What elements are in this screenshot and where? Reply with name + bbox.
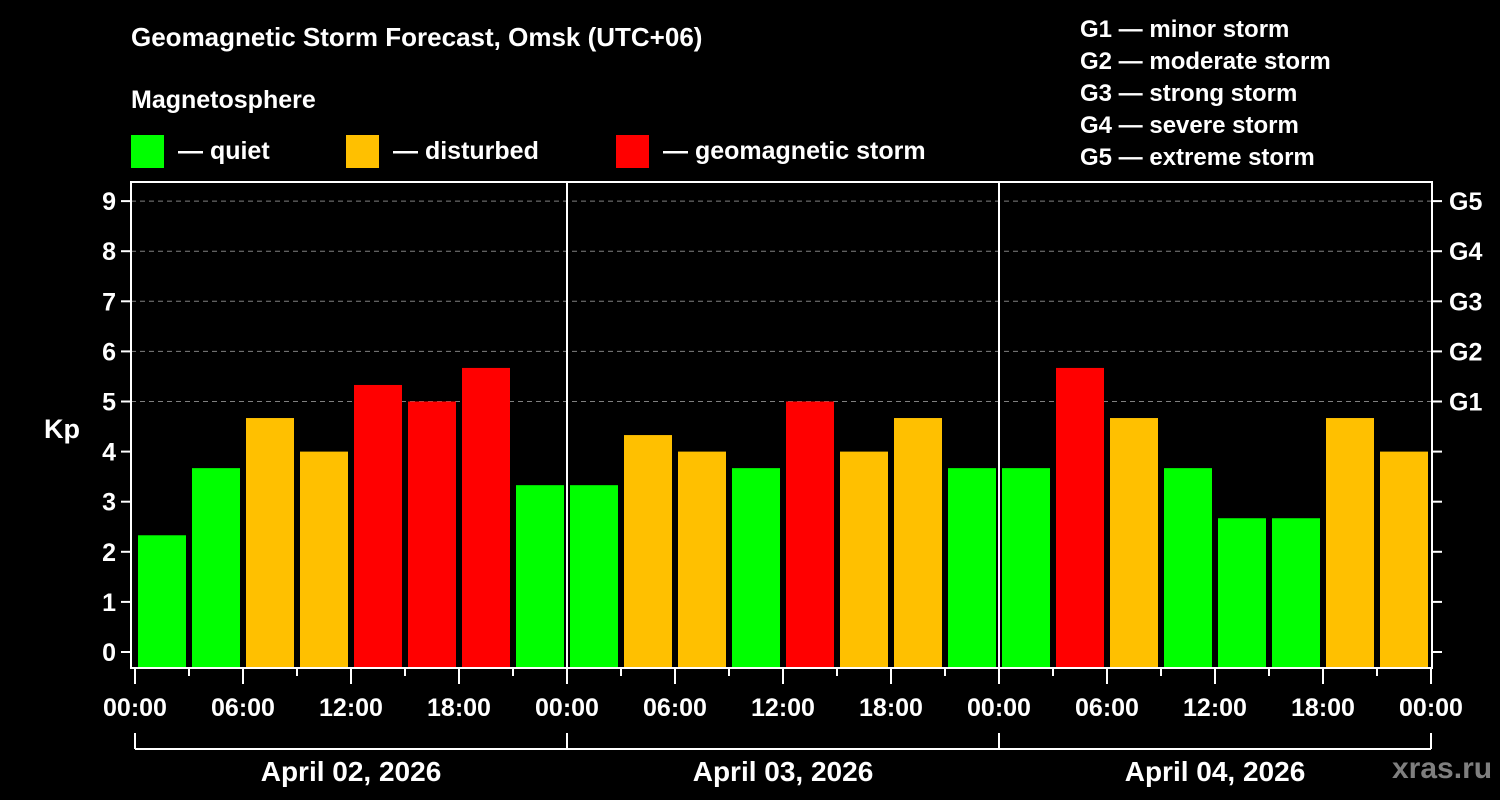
bars [138, 367, 1428, 668]
bar-quiet [1218, 518, 1266, 668]
g-scale-item: G2 — moderate storm [1080, 48, 1331, 75]
day-label: April 02, 2026 [261, 756, 442, 787]
bar-disturbed [300, 451, 348, 668]
x-tick-label: 06:00 [211, 694, 275, 722]
swatch-storm [616, 134, 649, 168]
y-tick-label: 8 [102, 238, 116, 266]
x-tick-label: 06:00 [643, 694, 707, 722]
y-tick-label: 2 [102, 539, 116, 567]
bar-disturbed [894, 418, 942, 668]
chart-title: Geomagnetic Storm Forecast, Omsk (UTC+06… [131, 22, 703, 52]
y-tick-label: 3 [102, 489, 116, 517]
legend-item-quiet: — quiet [131, 134, 270, 168]
bar-disturbed [1380, 451, 1428, 668]
y-tick-label: 6 [102, 338, 116, 366]
plot-frame [130, 181, 1433, 669]
y-tick-label: 5 [102, 389, 116, 417]
x-tick-label: 12:00 [319, 694, 383, 722]
g-scale-item: G4 — severe storm [1080, 112, 1299, 139]
x-tick-label: 18:00 [427, 694, 491, 722]
x-tick-label: 00:00 [103, 694, 167, 722]
bar-quiet [138, 535, 186, 668]
g-scale-item: G5 — extreme storm [1080, 144, 1315, 171]
bar-quiet [948, 468, 996, 668]
bar-quiet [1002, 468, 1050, 668]
bar-disturbed [246, 418, 294, 668]
x-tick-label: 06:00 [1075, 694, 1139, 722]
g-level-label: G2 [1449, 338, 1482, 366]
bar-quiet [732, 468, 780, 668]
legend-item-storm: — geomagnetic storm [616, 134, 926, 168]
bar-disturbed [840, 451, 888, 668]
legend-item-disturbed: — disturbed [346, 134, 539, 168]
g-scale-item: G1 — minor storm [1080, 16, 1290, 43]
y-tick-label: 9 [102, 188, 116, 216]
x-tick-label: 18:00 [1291, 694, 1355, 722]
bar-disturbed [1110, 418, 1158, 668]
bar-quiet [1164, 468, 1212, 668]
bar-storm [1056, 367, 1104, 668]
axes: 0 1 2 3 4 5 6 7 8 9 G1 G2 G3 G4 G5 00:00 06:00 12:00 18:00… [102, 181, 1482, 787]
g-scale-legend: G1 — minor storm G2 — moderate storm G3 … [1080, 14, 1331, 174]
y-tick-label: 1 [102, 589, 116, 617]
g-level-label: G1 [1449, 389, 1482, 417]
legend-label: — quiet [178, 136, 270, 165]
bar-storm [786, 401, 834, 668]
bar-disturbed [678, 451, 726, 668]
legend-label: — disturbed [393, 136, 539, 165]
y-axis-label: Kp [44, 414, 80, 444]
x-tick-label: 12:00 [751, 694, 815, 722]
y-tick-label: 4 [102, 439, 116, 467]
bar-quiet [1272, 518, 1320, 668]
g-level-label: G5 [1449, 188, 1482, 216]
g-level-label: G3 [1449, 288, 1482, 316]
y-tick-label: 0 [102, 639, 116, 667]
y-tick-label: 7 [102, 288, 116, 316]
bar-quiet [192, 468, 240, 668]
day-label: April 04, 2026 [1125, 756, 1306, 787]
x-tick-label: 00:00 [967, 694, 1031, 722]
gridlines [131, 200, 1432, 402]
bar-quiet [516, 485, 564, 668]
swatch-quiet [131, 134, 164, 168]
bar-storm [462, 367, 510, 668]
swatch-disturbed [346, 134, 379, 168]
day-label: April 03, 2026 [693, 756, 874, 787]
x-tick-label: 00:00 [535, 694, 599, 722]
g-scale-item: G3 — strong storm [1080, 80, 1298, 107]
bar-disturbed [1326, 418, 1374, 668]
bar-storm [354, 384, 402, 668]
legend-title: Magnetosphere [131, 86, 316, 114]
bar-disturbed [624, 435, 672, 668]
bar-quiet [570, 485, 618, 668]
x-tick-label: 12:00 [1183, 694, 1247, 722]
g-level-label: G4 [1449, 238, 1482, 266]
x-tick-label: 18:00 [859, 694, 923, 722]
watermark: xras.ru [1392, 752, 1493, 785]
bar-storm [408, 401, 456, 668]
x-tick-label: 00:00 [1399, 694, 1463, 722]
legend-label: — geomagnetic storm [663, 136, 926, 165]
